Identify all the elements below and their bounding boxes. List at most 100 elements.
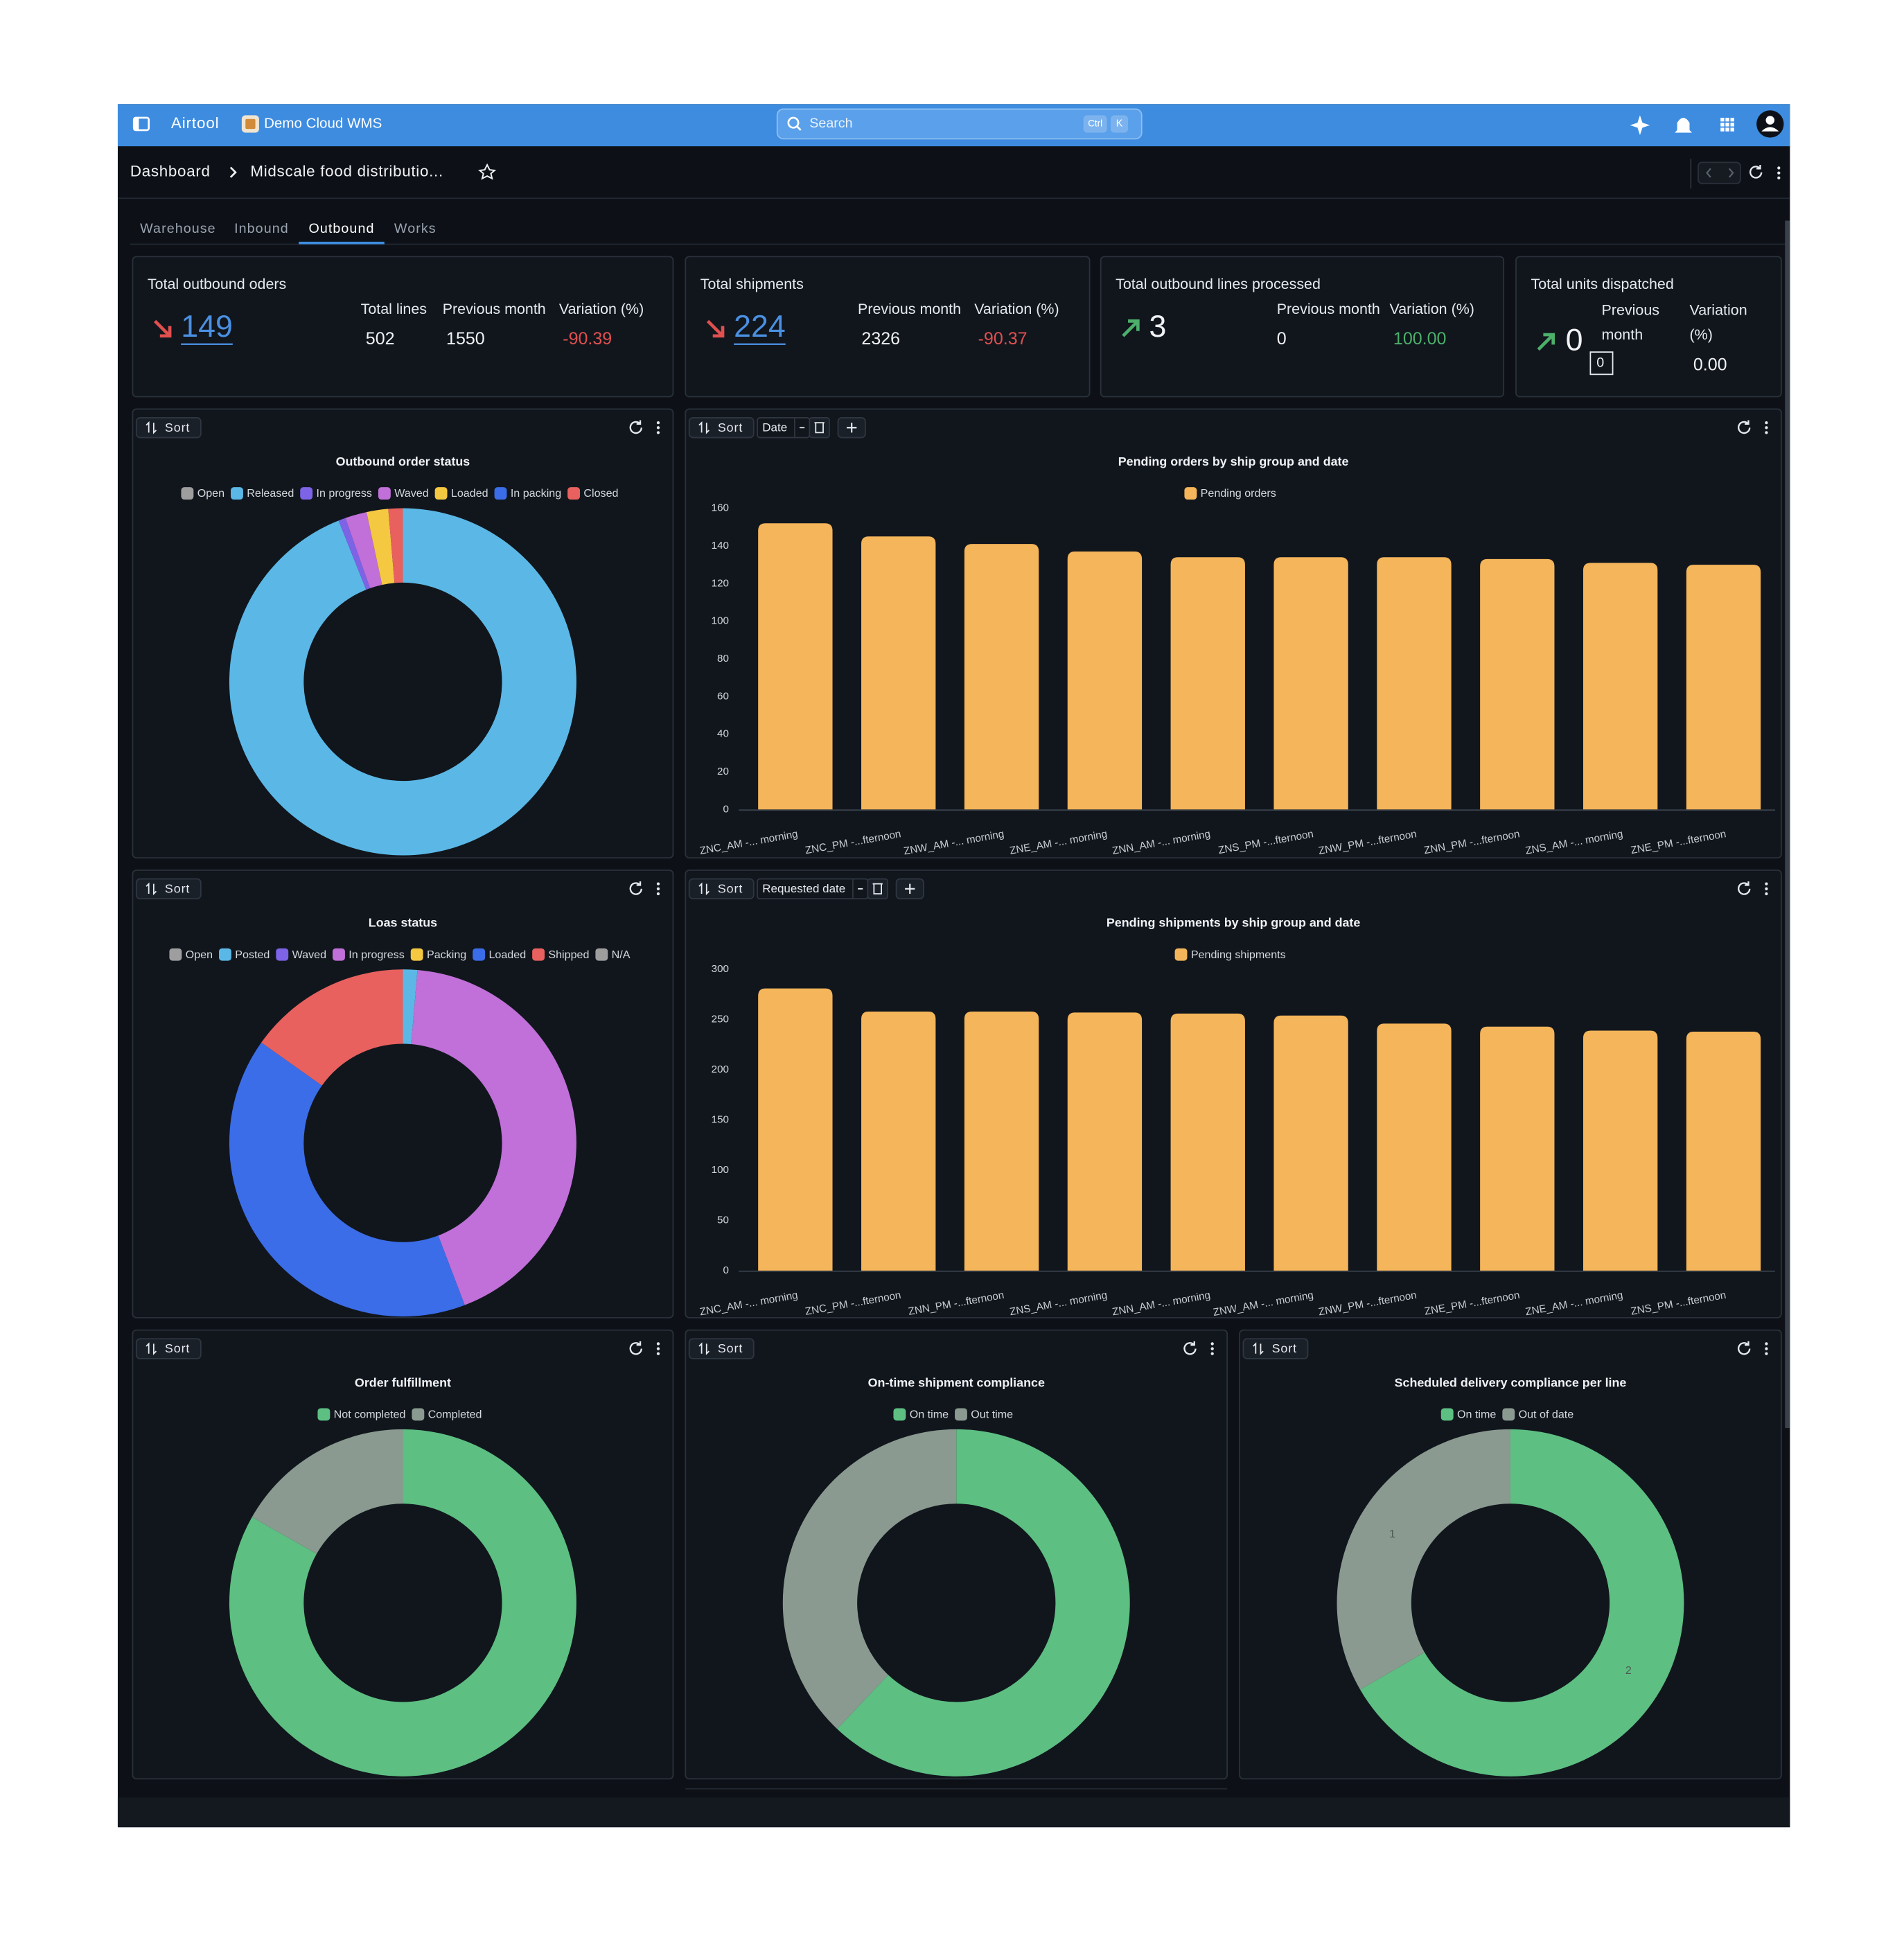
breadcrumb-root[interactable]: Dashboard	[130, 163, 211, 180]
workspace-name[interactable]: Demo Cloud WMS	[264, 115, 382, 131]
bar[interactable]	[1273, 557, 1348, 810]
legend-label[interactable]: On time	[910, 1409, 949, 1421]
legend-label[interactable]: In progress	[316, 487, 372, 500]
legend-swatch[interactable]	[473, 948, 486, 961]
legend-label[interactable]: Pending orders	[1201, 487, 1276, 500]
bar[interactable]	[1170, 557, 1245, 810]
bar[interactable]	[1273, 1015, 1348, 1271]
legend-swatch[interactable]	[412, 1408, 425, 1421]
donut-slice[interactable]	[367, 509, 395, 585]
kpi-value[interactable]: 224	[734, 310, 786, 344]
more-icon[interactable]	[1765, 1342, 1768, 1355]
legend-swatch[interactable]	[893, 1408, 906, 1421]
more-icon[interactable]	[1765, 421, 1768, 434]
bar[interactable]	[758, 523, 833, 810]
donut-slice[interactable]	[252, 1429, 403, 1554]
search-box[interactable]	[776, 108, 1143, 140]
refresh-icon[interactable]	[1749, 164, 1763, 179]
legend-label[interactable]: Not completed	[334, 1409, 406, 1421]
tab[interactable]: Works	[394, 221, 437, 236]
scrollbar[interactable]	[1785, 220, 1790, 1429]
legend-label[interactable]: Pending shipments	[1191, 949, 1286, 961]
refresh-icon[interactable]	[629, 881, 643, 895]
legend-swatch[interactable]	[276, 948, 289, 961]
legend-swatch[interactable]	[955, 1408, 967, 1421]
nav-buttons[interactable]	[1698, 161, 1741, 184]
legend-label[interactable]: Closed	[583, 487, 618, 500]
legend-label[interactable]: Open	[186, 949, 213, 961]
legend-label[interactable]: Completed	[428, 1409, 482, 1421]
donut-slice[interactable]	[388, 508, 403, 583]
legend-label[interactable]: Waved	[394, 487, 428, 500]
bar[interactable]	[861, 536, 936, 810]
donut-slice[interactable]	[782, 1429, 957, 1729]
legend-label[interactable]: Packing	[427, 949, 466, 961]
bar[interactable]	[964, 544, 1039, 810]
app-name[interactable]: Airtool	[171, 114, 220, 132]
legend-swatch[interactable]	[1174, 948, 1188, 961]
legend-swatch[interactable]	[219, 948, 231, 961]
more-icon[interactable]	[656, 1342, 660, 1355]
bar[interactable]	[1480, 1026, 1555, 1271]
more-icon[interactable]	[1765, 882, 1768, 896]
legend-label[interactable]: Loaded	[488, 949, 526, 961]
sort-button[interactable]	[135, 878, 202, 900]
sort-button[interactable]	[688, 1338, 755, 1359]
legend-label[interactable]: Loaded	[451, 487, 488, 500]
refresh-icon[interactable]	[1738, 420, 1751, 434]
legend-swatch[interactable]	[333, 948, 345, 961]
filter-label[interactable]: Date	[762, 421, 787, 434]
donut-slice[interactable]	[338, 518, 371, 590]
legend-label[interactable]: Posted	[235, 949, 270, 961]
tab[interactable]: Warehouse	[140, 221, 216, 236]
legend-label[interactable]: In progress	[349, 949, 405, 961]
bar[interactable]	[758, 988, 833, 1271]
donut-slice[interactable]	[1337, 1429, 1510, 1690]
donut-slice[interactable]	[411, 969, 576, 1305]
tab[interactable]: Outbound	[308, 221, 374, 236]
filter-delete[interactable]	[809, 417, 830, 439]
bar[interactable]	[1067, 552, 1143, 810]
sort-button[interactable]	[688, 417, 755, 439]
filter-label[interactable]: Requested date	[762, 882, 845, 895]
favorite-star[interactable]	[477, 163, 497, 180]
more-icon[interactable]	[1210, 1342, 1214, 1355]
bar[interactable]	[1686, 1031, 1761, 1271]
legend-swatch[interactable]	[169, 948, 182, 961]
legend-swatch[interactable]	[378, 487, 391, 500]
tab[interactable]: Inbound	[234, 221, 289, 236]
bar[interactable]	[1583, 1030, 1658, 1271]
sort-button[interactable]	[1242, 1338, 1309, 1359]
refresh-icon[interactable]	[1738, 881, 1751, 895]
bar[interactable]	[1686, 565, 1761, 810]
more-icon[interactable]	[656, 882, 660, 896]
donut-slice[interactable]	[403, 969, 418, 1044]
legend-swatch[interactable]	[410, 948, 423, 961]
bar[interactable]	[1067, 1012, 1143, 1271]
legend-label[interactable]: Out of date	[1519, 1409, 1574, 1421]
legend-label[interactable]: On time	[1457, 1409, 1496, 1421]
bar[interactable]	[1170, 1013, 1245, 1271]
kpi-value[interactable]: 149	[181, 310, 233, 344]
bar[interactable]	[1377, 1023, 1452, 1271]
bar[interactable]	[1377, 557, 1452, 810]
refresh-icon[interactable]	[629, 1341, 643, 1355]
legend-label[interactable]: Shipped	[548, 949, 589, 961]
sort-button[interactable]	[688, 878, 755, 900]
bar[interactable]	[1480, 558, 1555, 810]
legend-label[interactable]: In packing	[511, 487, 561, 500]
legend-label[interactable]: Released	[247, 487, 294, 500]
legend-swatch[interactable]	[567, 487, 581, 500]
sort-button[interactable]	[135, 1338, 202, 1359]
filter-delete[interactable]	[867, 878, 888, 900]
legend-swatch[interactable]	[181, 487, 194, 500]
legend-label[interactable]: Out time	[971, 1409, 1013, 1421]
bar[interactable]	[1583, 563, 1658, 810]
more-icon[interactable]	[1777, 166, 1781, 179]
legend-swatch[interactable]	[231, 487, 243, 500]
apps-icon[interactable]	[1720, 117, 1734, 132]
legend-swatch[interactable]	[317, 1408, 330, 1421]
legend-label[interactable]: N/A	[612, 949, 631, 961]
legend-swatch[interactable]	[1502, 1408, 1515, 1421]
donut-slice[interactable]	[229, 508, 576, 856]
